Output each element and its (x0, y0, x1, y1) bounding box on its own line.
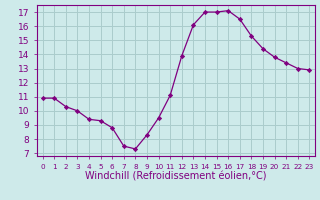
X-axis label: Windchill (Refroidissement éolien,°C): Windchill (Refroidissement éolien,°C) (85, 171, 267, 181)
